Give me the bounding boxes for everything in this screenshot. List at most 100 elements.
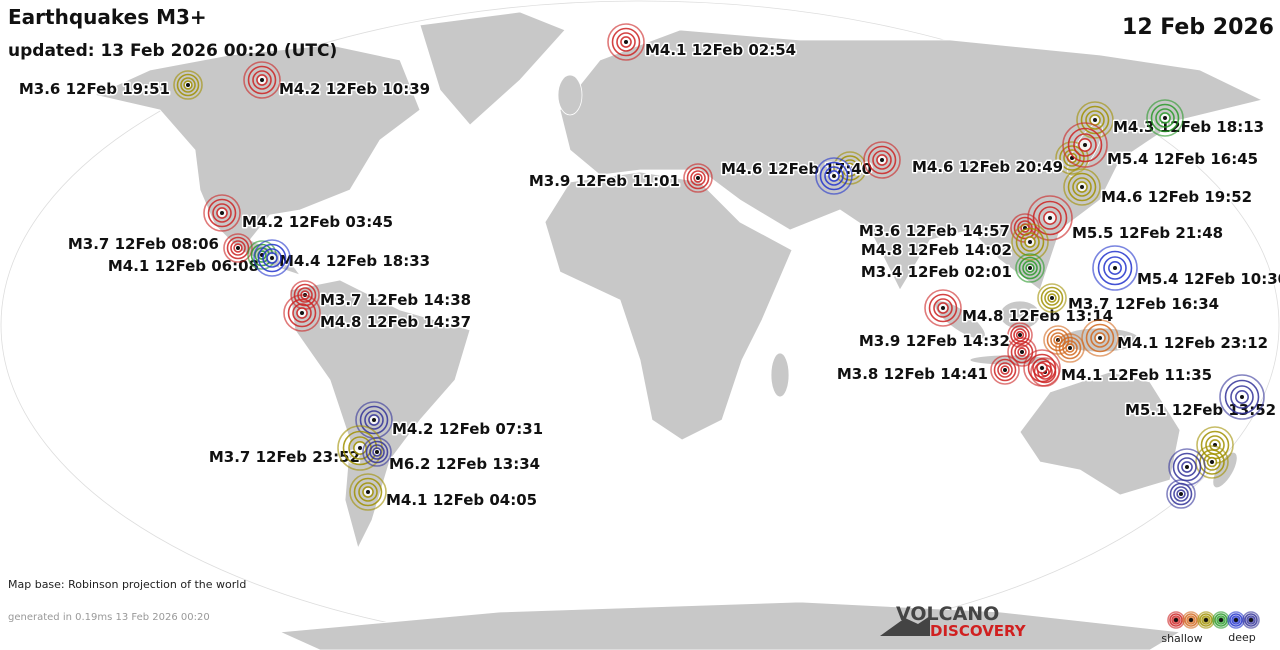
quake-marker [1197, 611, 1215, 629]
quake-marker [223, 233, 253, 263]
quake-marker [1227, 611, 1245, 629]
legend-deep: deep [1228, 631, 1256, 644]
marker-ring [1227, 611, 1245, 629]
quake-label: M4.1 12Feb 06:08 [108, 257, 259, 275]
marker-dot [624, 40, 628, 44]
marker-ring [1020, 232, 1040, 252]
marker-dot [1020, 350, 1024, 354]
quake-label: M4.1 12Feb 23:12 [1117, 334, 1268, 352]
marker-ring [359, 405, 389, 435]
quake-label: M4.1 12Feb 04:05 [386, 491, 537, 509]
marker-dot [1189, 618, 1193, 622]
marker-ring [365, 440, 389, 464]
marker-dot [1249, 618, 1253, 622]
marker-ring [1011, 223, 1049, 261]
marker-ring [1062, 122, 1108, 168]
marker-dot [1234, 618, 1238, 622]
marker-ring [1090, 328, 1110, 348]
marker-ring [1231, 615, 1241, 625]
quake-label: M5.1 12Feb 13:52 [1125, 401, 1276, 419]
quake-label: M5.4 12Feb 10:30 [1137, 270, 1280, 288]
quake-label: M3.7 12Feb 14:38 [320, 291, 471, 309]
marker-ring [1092, 245, 1138, 291]
marker-ring [1022, 260, 1038, 276]
marker-ring [1197, 611, 1215, 629]
marker-dot [372, 418, 376, 422]
marker-ring [1040, 286, 1064, 310]
quake-marker [1011, 223, 1049, 261]
marker-ring [369, 444, 385, 460]
quake-marker [815, 157, 853, 195]
quake-marker [1166, 479, 1196, 509]
marker-ring [933, 298, 953, 318]
marker-ring [1214, 613, 1228, 627]
marker-ring [1062, 340, 1078, 356]
marker-ring [1023, 349, 1061, 387]
quake-label: M3.9 12Feb 11:01 [529, 172, 680, 190]
quake-label: M5.5 12Feb 21:48 [1072, 224, 1223, 242]
marker-dot [1174, 618, 1178, 622]
marker-ring [1186, 615, 1196, 625]
logo: VOLCANO DISCOVERY [880, 603, 1027, 640]
marker-ring [1014, 344, 1030, 360]
quake-label: M4.6 12Feb 20:49 [912, 158, 1063, 176]
marker-ring [1184, 613, 1198, 627]
marker-dot [1210, 460, 1214, 464]
quake-label: M6.2 12Feb 13:34 [389, 455, 540, 473]
quake-label: M3.6 12Feb 14:57 [859, 222, 1010, 240]
marker-ring [1010, 325, 1030, 345]
marker-ring [203, 194, 241, 232]
marker-ring [1103, 256, 1127, 280]
marker-ring [1219, 374, 1265, 420]
marker-ring [176, 73, 200, 97]
marker-ring [226, 236, 250, 260]
quake-label: M3.7 12Feb 23:52 [209, 448, 360, 466]
marker-dot [1068, 346, 1072, 350]
quake-marker [243, 61, 281, 99]
quake-label: M3.4 12Feb 02:01 [861, 263, 1012, 281]
quake-marker [253, 239, 291, 277]
marker-dot [1163, 116, 1167, 120]
quake-marker [1023, 349, 1061, 387]
quake-markers: M4.1 12Feb 02:54 M3.6 12Feb 19:51 M4.2 12F… [17, 23, 1280, 511]
marker-ring [1085, 323, 1115, 353]
quake-marker [924, 289, 962, 327]
marker-dot [300, 311, 304, 315]
quake-marker [173, 70, 203, 100]
marker-dot [832, 174, 836, 178]
quake-label: M4.2 12Feb 10:39 [279, 80, 430, 98]
quake-marker [863, 141, 901, 179]
quake-marker [1092, 245, 1138, 291]
marker-ring [1063, 149, 1081, 167]
marker-ring [1212, 611, 1230, 629]
marker-ring [1072, 177, 1092, 197]
quake-marker [1010, 213, 1040, 243]
quake-marker [990, 355, 1020, 385]
marker-ring [1246, 615, 1256, 625]
marker-ring [1182, 611, 1200, 629]
marker-ring [1059, 145, 1085, 171]
marker-dot [1018, 333, 1022, 337]
marker-ring [252, 70, 272, 90]
marker-ring [1166, 479, 1196, 509]
marker-dot [375, 450, 379, 454]
quake-marker [1182, 611, 1200, 629]
marker-dot [1185, 465, 1189, 469]
marker-ring [1058, 336, 1082, 360]
marker-ring [1018, 256, 1042, 280]
marker-ring [1169, 613, 1183, 627]
marker-ring [292, 303, 312, 323]
marker-ring [841, 159, 859, 177]
quake-marker [1146, 99, 1184, 137]
marker-ring [1230, 385, 1254, 409]
marker-dot [1028, 266, 1032, 270]
quake-label: M4.3 12Feb 18:13 [1113, 118, 1264, 136]
marker-ring [253, 239, 291, 277]
quake-marker [1037, 283, 1067, 313]
quake-label: M3.7 12Feb 08:06 [68, 235, 219, 253]
marker-dot [1098, 336, 1102, 340]
quake-label: M4.6 12Feb 19:52 [1101, 188, 1252, 206]
quake-label: M4.2 12Feb 03:45 [242, 213, 393, 231]
